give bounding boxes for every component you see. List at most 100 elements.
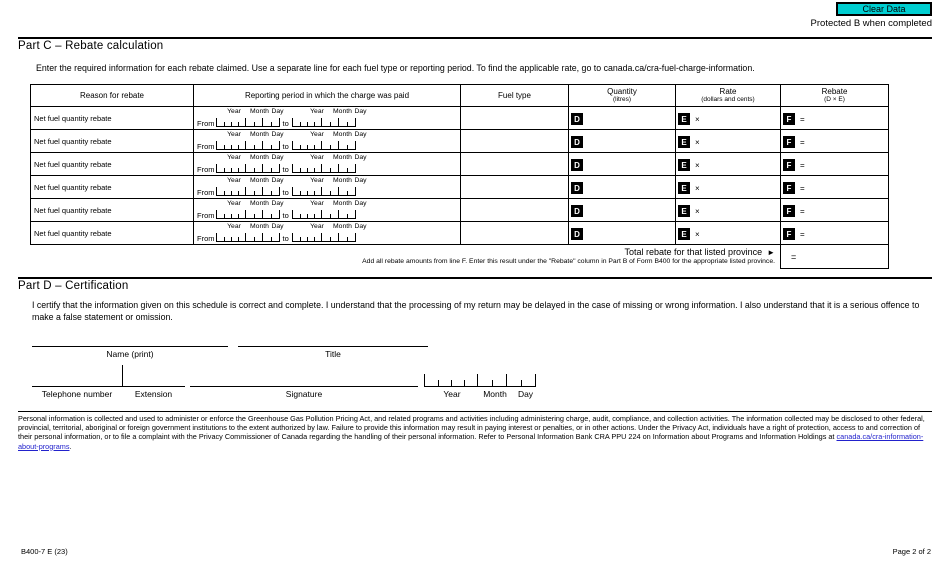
certification-statement: I certify that the information given on … (32, 300, 920, 322)
period-to-date-field[interactable] (291, 164, 356, 173)
total-rebate-field[interactable]: = (780, 244, 889, 269)
period-from-date-field[interactable] (215, 187, 280, 196)
table-row: Net fuel quantity rebate Year Month Day Yea… (31, 221, 888, 244)
marker-d: D (571, 182, 583, 194)
reporting-period-cell: Year Month Day Year Month Day From to (194, 130, 461, 152)
table-row: Net fuel quantity rebate Year Month Day Yea… (31, 129, 888, 152)
marker-f: F (783, 136, 795, 148)
header-rate: Rate (dollars and cents) (676, 85, 781, 106)
marker-d: D (571, 228, 583, 240)
fuel-type-field[interactable] (461, 176, 569, 198)
total-rebate-label: Total rebate for that listed province ► (624, 247, 776, 257)
marker-f: F (783, 205, 795, 217)
date-column-labels: Year Month Day Year Month Day (227, 177, 367, 184)
marker-f: F (783, 228, 795, 240)
clear-data-button[interactable]: Clear Data (836, 2, 932, 16)
rebate-field[interactable]: F = (781, 153, 888, 175)
header-rebate: Rebate (D × E) (821, 87, 848, 104)
total-rebate-note: Add all rebate amounts from line F. Ente… (362, 258, 775, 265)
to-label: to (282, 187, 289, 197)
from-label: From (197, 187, 215, 197)
fuel-type-field[interactable] (461, 153, 569, 175)
form-code: B400-7 E (23) (21, 547, 68, 556)
rebate-field[interactable]: F = (781, 176, 888, 198)
table-row: Net fuel quantity rebate Year Month Day Yea… (31, 106, 888, 129)
marker-d: D (571, 113, 583, 125)
quantity-field[interactable]: D (569, 153, 676, 175)
title-field[interactable] (238, 333, 428, 347)
fuel-type-field[interactable] (461, 222, 569, 244)
header-reason: Reason for rebate (31, 85, 194, 106)
to-label: to (282, 233, 289, 243)
quantity-field[interactable]: D (569, 107, 676, 129)
table-header-row: Reason for rebate Reporting period in wh… (31, 85, 888, 106)
rate-field[interactable]: E × (676, 107, 781, 129)
reason-cell: Net fuel quantity rebate (31, 176, 194, 198)
fuel-type-field[interactable] (461, 107, 569, 129)
marker-e: E (678, 205, 690, 217)
rebate-field[interactable]: F = (781, 222, 888, 244)
quantity-field[interactable]: D (569, 176, 676, 198)
from-label: From (197, 118, 215, 128)
rate-field[interactable]: E × (676, 153, 781, 175)
period-from-date-field[interactable] (215, 141, 280, 150)
extension-label: Extension (134, 389, 173, 399)
reporting-period-cell: Year Month Day Year Month Day From to (194, 176, 461, 198)
date-column-labels: Year Month Day Year Month Day (227, 223, 367, 230)
protected-b-label: Protected B when completed (810, 18, 932, 29)
rate-field[interactable]: E × (676, 199, 781, 221)
period-to-date-field[interactable] (291, 141, 356, 150)
page-number: Page 2 of 2 (892, 547, 931, 556)
to-label: to (282, 118, 289, 128)
rebate-field[interactable]: F = (781, 107, 888, 129)
rebate-field[interactable]: F = (781, 199, 888, 221)
part-d-divider (18, 277, 932, 279)
marker-e: E (678, 136, 690, 148)
period-to-date-field[interactable] (291, 187, 356, 196)
fuel-type-field[interactable] (461, 199, 569, 221)
marker-e: E (678, 182, 690, 194)
quantity-field[interactable]: D (569, 199, 676, 221)
rate-field[interactable]: E × (676, 130, 781, 152)
from-label: From (197, 141, 215, 151)
signature-date-field[interactable] (424, 374, 536, 387)
title-label: Title (325, 349, 341, 359)
fuel-type-field[interactable] (461, 130, 569, 152)
cra-programs-link[interactable]: canada.ca/cra-information-about-programs (18, 432, 924, 451)
period-to-date-field[interactable] (291, 118, 356, 127)
period-from-date-field[interactable] (215, 164, 280, 173)
rate-field[interactable]: E × (676, 222, 781, 244)
quantity-field[interactable]: D (569, 130, 676, 152)
period-to-date-field[interactable] (291, 210, 356, 219)
marker-f: F (783, 113, 795, 125)
telephone-extension-divider (122, 365, 123, 387)
reason-cell: Net fuel quantity rebate (31, 130, 194, 152)
period-from-date-field[interactable] (215, 210, 280, 219)
reason-cell: Net fuel quantity rebate (31, 153, 194, 175)
period-from-date-field[interactable] (215, 118, 280, 127)
quantity-field[interactable]: D (569, 222, 676, 244)
rebate-field[interactable]: F = (781, 130, 888, 152)
marker-d: D (571, 159, 583, 171)
header-quantity: Quantity (litres) (569, 85, 676, 106)
to-label: to (282, 210, 289, 220)
marker-f: F (783, 182, 795, 194)
marker-f: F (783, 159, 795, 171)
date-column-labels: Year Month Day Year Month Day (227, 108, 367, 115)
to-label: to (282, 141, 289, 151)
part-c-title: Part C – Rebate calculation (18, 40, 164, 52)
table-row: Net fuel quantity rebate Year Month Day Yea… (31, 152, 888, 175)
header-period: Reporting period in which the charge was… (194, 85, 461, 106)
from-label: From (197, 164, 215, 174)
to-label: to (282, 164, 289, 174)
reason-cell: Net fuel quantity rebate (31, 107, 194, 129)
table-row: Net fuel quantity rebate Year Month Day Yea… (31, 175, 888, 198)
signature-field[interactable] (190, 373, 418, 387)
marker-e: E (678, 159, 690, 171)
table-row: Net fuel quantity rebate Year Month Day Yea… (31, 198, 888, 221)
rate-field[interactable]: E × (676, 176, 781, 198)
telephone-extension-field[interactable] (32, 373, 185, 387)
period-from-date-field[interactable] (215, 233, 280, 242)
name-print-field[interactable] (32, 333, 228, 347)
period-to-date-field[interactable] (291, 233, 356, 242)
